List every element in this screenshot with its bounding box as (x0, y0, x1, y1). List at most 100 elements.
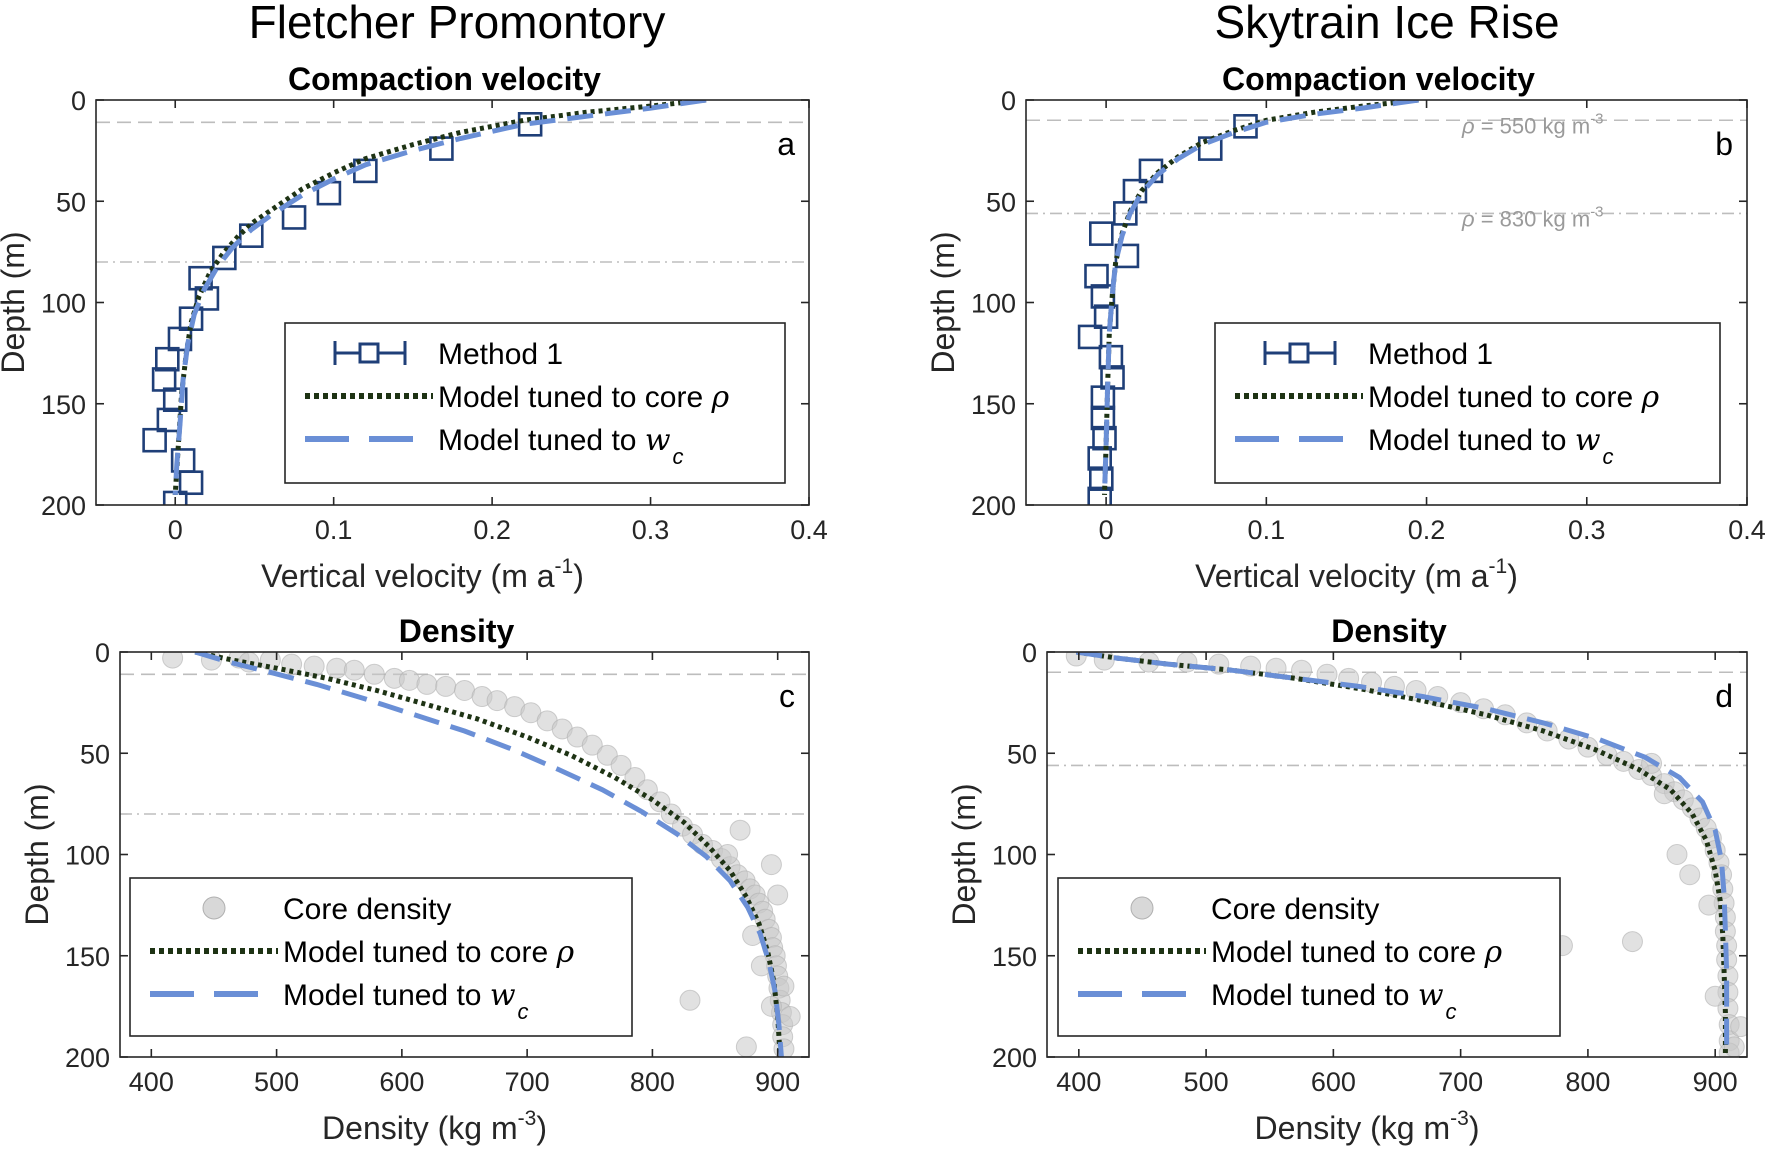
legend-label: Model tuned to core ρ (1368, 380, 1660, 415)
legend-label-text: Model tuned to (438, 424, 645, 457)
legend-label: Method 1 (1368, 338, 1493, 371)
annotation-text: = 830 kg m (1475, 206, 1591, 231)
core-density-point (326, 657, 348, 679)
core-density-point (610, 754, 632, 776)
legend-label: Core density (1211, 893, 1379, 926)
legend-label-symbol: ρ (711, 380, 730, 415)
legend-label: Model tuned to wc (1368, 423, 1614, 469)
y-tick-label: 0 (95, 638, 110, 668)
legend-label-text: Model tuned to core (283, 936, 557, 969)
legend-label-sub: c (1603, 444, 1614, 469)
y-tick-label: 200 (971, 491, 1016, 521)
panel-title-a: Compaction velocity (288, 61, 601, 97)
plot-area-c (120, 652, 809, 1057)
legend-label-text: Core density (1211, 893, 1379, 926)
core-density-point (679, 989, 701, 1011)
x-axis-label-text: Vertical velocity (m a (1195, 558, 1489, 594)
core-density-point (760, 854, 782, 876)
panel-letter-d: d (1715, 678, 1733, 714)
legend-label-symbol: ρ (1641, 380, 1660, 415)
core-density-point (1679, 864, 1701, 886)
x-axis-label-b: Vertical velocity (m a-1) (1195, 555, 1518, 594)
y-tick-label: 150 (65, 942, 110, 972)
core-density-point (435, 675, 457, 697)
core-density-point (717, 844, 739, 865)
panel-d: Density 400 500 600 700 800 900 0 50 100 150 200 Den… (946, 613, 1748, 1146)
method1-marker (281, 205, 307, 230)
method1-marker (1077, 324, 1103, 350)
method1-marker (1100, 365, 1125, 390)
core-density-point (486, 690, 508, 712)
legend-label-text: Method 1 (438, 338, 563, 371)
x-axis-label-sup: -3 (518, 1107, 537, 1130)
panel-title-c: Density (399, 613, 515, 649)
x-tick-label: 400 (129, 1067, 174, 1097)
y-axis-label-d: Depth (m) (946, 783, 982, 925)
y-axis-label-a: Depth (m) (0, 231, 31, 373)
series-b-2-line (1102, 100, 1419, 495)
legend-label-symbol: ρ (1484, 935, 1503, 970)
core-density-point (1536, 720, 1558, 742)
method1-marker (1087, 486, 1113, 505)
x-tick-label: 0.3 (1568, 515, 1606, 545)
x-tick-label: 800 (630, 1067, 675, 1097)
method1-marker (142, 427, 167, 453)
legend-core-point (202, 896, 226, 920)
legend-label: Model tuned to wc (1211, 978, 1457, 1024)
y-axis-label-c: Depth (m) (19, 783, 55, 925)
y-tick-label: 150 (971, 390, 1016, 420)
core-density-point (750, 955, 772, 977)
plot-area-a (96, 100, 809, 505)
core-density-point (1704, 985, 1726, 1007)
plot-area-d (1047, 652, 1747, 1057)
core-density-point (1730, 1016, 1747, 1038)
core-density-point (779, 1006, 801, 1027)
y-tick-label: 200 (992, 1043, 1037, 1073)
y-tick-label: 200 (65, 1043, 110, 1073)
core-density-point (735, 1036, 757, 1057)
method1-marker (1089, 221, 1114, 246)
x-axis-label-end: ) (536, 1110, 547, 1146)
core-density-point (767, 884, 789, 906)
core-density-point (363, 663, 385, 685)
x-tick-label: 900 (1693, 1067, 1738, 1097)
x-tick-label: 400 (1056, 1067, 1101, 1097)
density-annotation-b-1: ρ = 830 kg m-3 (1461, 203, 1604, 231)
legend-label-sub: c (518, 999, 529, 1024)
x-tick-label: 700 (1438, 1067, 1483, 1097)
core-density-point (398, 669, 420, 691)
core-density-point (729, 819, 751, 841)
y-tick-label: 50 (56, 187, 86, 217)
core-density-point (1653, 783, 1675, 805)
x-axis-label-c: Density (kg m-3) (322, 1107, 547, 1146)
x-tick-label: 0.4 (1728, 515, 1765, 545)
density-annotation-b-0: ρ = 550 kg m-3 (1461, 110, 1604, 138)
core-density-point (343, 659, 365, 681)
core-density-point (454, 679, 475, 701)
method1-marker (155, 346, 180, 372)
legend-label-text: Model tuned to core (1368, 381, 1642, 414)
legend-label: Method 1 (438, 338, 563, 371)
x-axis-label-a: Vertical velocity (m a-1) (261, 555, 584, 594)
core-density-point (1666, 844, 1688, 865)
method1-marker (1197, 136, 1223, 161)
panel-title-b: Compaction velocity (1222, 61, 1535, 97)
method1-marker (156, 407, 182, 433)
site-title-skytrain: Skytrain Ice Rise (1214, 0, 1559, 48)
x-tick-label: 0.4 (790, 515, 828, 545)
legend-method1-marker (358, 342, 380, 364)
legend-label-text: Model tuned to core (1211, 936, 1485, 969)
legend-label: Model tuned to core ρ (1211, 935, 1503, 970)
panel-letter-b: b (1715, 126, 1733, 162)
annotation-symbol: ρ (1461, 206, 1475, 231)
method1-marker (1089, 466, 1114, 491)
method1-marker (151, 367, 177, 392)
x-axis-label-sup: -1 (1489, 555, 1508, 578)
panels: Compaction velocity 0 0.1 0.2 0.3 0.4 0 50 100 15… (0, 61, 1765, 1146)
core-density-point (1176, 652, 1198, 673)
legend-label: Model tuned to core ρ (438, 380, 730, 415)
x-axis-label-text: Density (kg m (322, 1110, 518, 1146)
x-axis-label-sup: -1 (555, 555, 574, 578)
core-density-point (1698, 894, 1720, 916)
